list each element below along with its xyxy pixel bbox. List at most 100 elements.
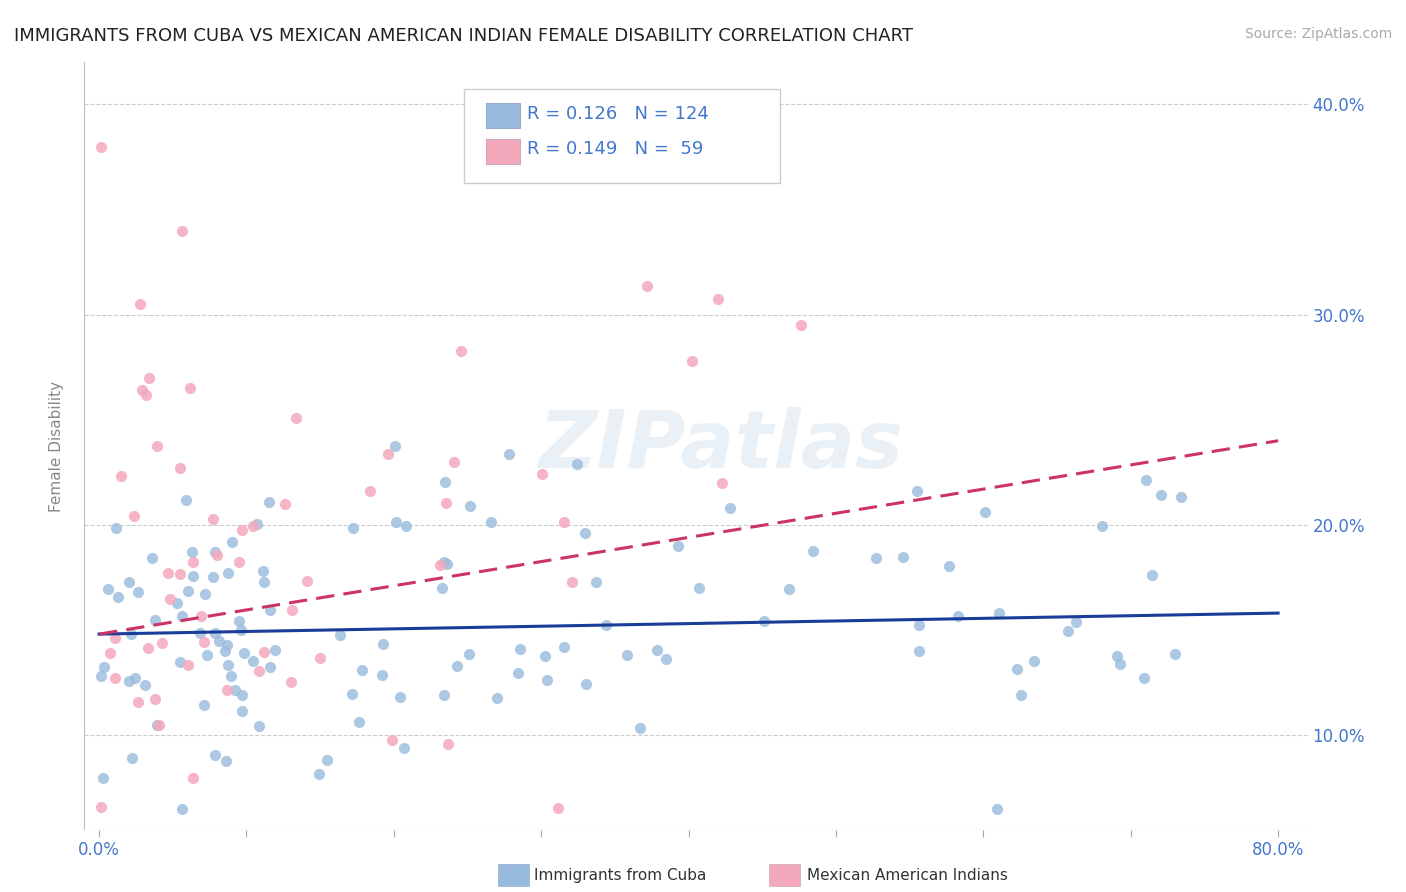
Point: [169, 567, 191, 582]
Point: [231, 523, 253, 537]
Point: [257, 494, 280, 508]
Point: [285, 410, 308, 425]
Point: [381, 733, 404, 747]
Point: [636, 278, 658, 293]
Point: [193, 587, 215, 601]
Point: [242, 519, 264, 533]
Point: [308, 766, 330, 780]
Point: [274, 497, 297, 511]
Point: [104, 671, 127, 685]
Point: [350, 663, 373, 677]
Point: [908, 618, 931, 632]
Point: [121, 751, 143, 765]
Point: [647, 642, 669, 657]
Point: [437, 737, 460, 751]
Point: [509, 641, 531, 656]
Point: [628, 721, 651, 735]
Point: [90, 669, 112, 683]
Point: [205, 548, 228, 562]
Point: [1133, 672, 1156, 686]
Point: [707, 292, 730, 306]
Point: [281, 602, 304, 616]
Point: [179, 381, 201, 395]
Text: Immigrants from Cuba: Immigrants from Cuba: [534, 868, 707, 882]
Point: [232, 646, 254, 660]
Point: [1005, 662, 1028, 676]
Point: [574, 526, 596, 541]
Point: [371, 667, 394, 681]
Point: [181, 555, 204, 569]
Text: R = 0.126   N = 124: R = 0.126 N = 124: [527, 105, 709, 123]
Point: [681, 354, 703, 368]
Point: [433, 688, 456, 702]
Point: [131, 383, 153, 397]
Point: [136, 641, 159, 656]
Point: [547, 800, 569, 814]
Point: [127, 585, 149, 599]
Point: [204, 544, 226, 558]
Point: [134, 678, 156, 692]
Point: [938, 559, 960, 574]
Point: [259, 603, 281, 617]
Point: [201, 512, 224, 526]
Point: [169, 461, 191, 475]
Point: [259, 659, 281, 673]
Point: [145, 718, 167, 732]
Point: [790, 318, 813, 333]
Point: [595, 618, 617, 632]
Point: [148, 718, 170, 732]
Point: [988, 606, 1011, 620]
Point: [778, 582, 800, 597]
Point: [446, 659, 468, 673]
Y-axis label: Female Disability: Female Disability: [49, 380, 63, 512]
Point: [120, 627, 142, 641]
Point: [181, 772, 204, 786]
Point: [309, 650, 332, 665]
Point: [174, 493, 197, 508]
Point: [1091, 518, 1114, 533]
Point: [1010, 688, 1032, 702]
Point: [242, 654, 264, 668]
Point: [217, 683, 239, 698]
Point: [565, 457, 588, 471]
Point: [208, 634, 231, 648]
Point: [181, 545, 204, 559]
Point: [93, 660, 115, 674]
Point: [553, 516, 575, 530]
Point: [553, 640, 575, 654]
Point: [229, 624, 252, 638]
Point: [204, 748, 226, 763]
Point: [616, 648, 638, 662]
Point: [246, 517, 269, 532]
Point: [214, 644, 236, 658]
Point: [530, 467, 553, 482]
Point: [170, 223, 193, 237]
Text: IMMIGRANTS FROM CUBA VS MEXICAN AMERICAN INDIAN FEMALE DISABILITY CORRELATION CH: IMMIGRANTS FROM CUBA VS MEXICAN AMERICAN…: [14, 27, 912, 45]
Point: [395, 518, 418, 533]
Point: [329, 628, 352, 642]
Point: [122, 508, 145, 523]
Point: [221, 535, 243, 549]
Point: [204, 626, 226, 640]
Point: [181, 569, 204, 583]
Point: [193, 698, 215, 712]
Point: [655, 652, 678, 666]
Point: [533, 648, 555, 663]
Point: [217, 566, 239, 581]
Point: [190, 608, 212, 623]
Point: [170, 801, 193, 815]
Point: [973, 506, 995, 520]
Point: [450, 344, 472, 359]
Point: [150, 636, 173, 650]
Point: [536, 673, 558, 688]
Point: [1057, 624, 1080, 639]
Point: [217, 638, 239, 652]
Point: [177, 657, 200, 672]
Text: ZIPatlas: ZIPatlas: [538, 407, 903, 485]
Point: [124, 671, 146, 685]
Point: [201, 569, 224, 583]
Point: [169, 656, 191, 670]
Point: [359, 483, 381, 498]
Point: [193, 635, 215, 649]
Point: [98, 647, 121, 661]
